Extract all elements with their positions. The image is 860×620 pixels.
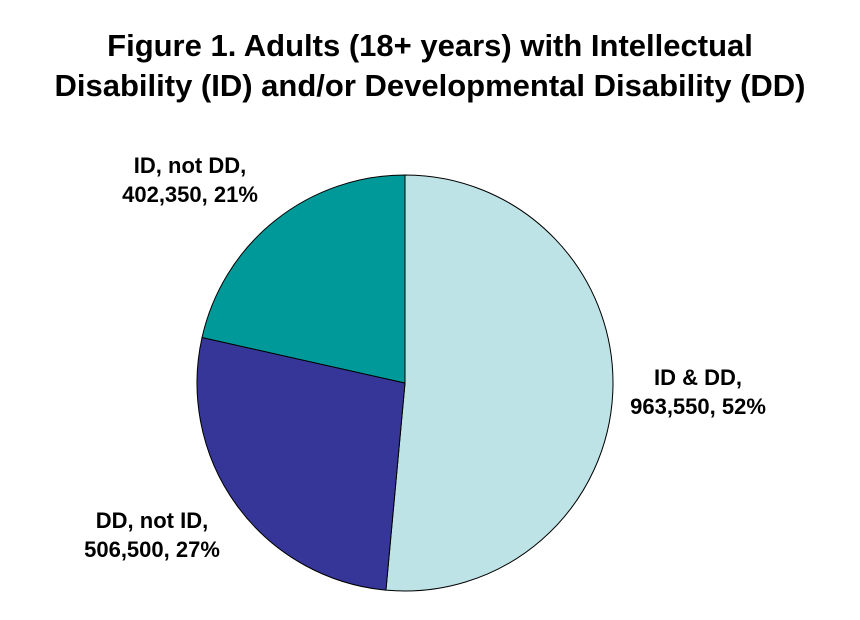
slice-label-id-and-dd-value: 963,550, 52%: [630, 394, 766, 419]
slice-label-dd-not-id-name: DD, not ID,: [96, 508, 208, 533]
pie-slice-id-not-dd: [201, 174, 406, 384]
slice-label-dd-not-id-value: 506,500, 27%: [84, 537, 220, 562]
pie-slice-dd-not-id: [196, 336, 406, 591]
slice-label-id-and-dd-name: ID & DD,: [654, 365, 742, 390]
chart-title-line-2: Disability (ID) and/or Developmental Dis…: [54, 68, 806, 103]
slice-label-id-not-dd-value: 402,350, 21%: [122, 182, 258, 207]
pie-slice-id-and-dd: [385, 174, 614, 592]
slice-label-id-not-dd-name: ID, not DD,: [134, 153, 246, 178]
chart-title: Figure 1. Adults (18+ years) with Intell…: [0, 26, 860, 106]
chart-title-line-1: Figure 1. Adults (18+ years) with Intell…: [107, 28, 753, 63]
